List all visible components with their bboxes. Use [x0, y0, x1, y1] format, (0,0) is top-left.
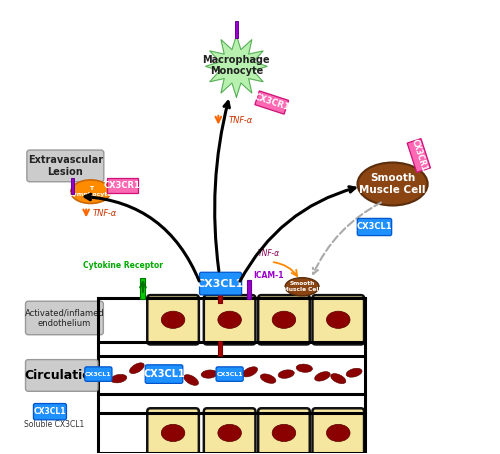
Text: Smooth
Muscle Cell: Smooth Muscle Cell	[360, 173, 426, 195]
Text: TNF-α: TNF-α	[258, 249, 280, 258]
Polygon shape	[107, 178, 138, 192]
Text: ICAM-1: ICAM-1	[254, 271, 284, 280]
FancyBboxPatch shape	[26, 360, 98, 391]
Ellipse shape	[260, 374, 276, 383]
Ellipse shape	[162, 311, 185, 328]
Text: Extravascular
Lesion: Extravascular Lesion	[28, 155, 103, 177]
Bar	[234, 20, 238, 38]
FancyBboxPatch shape	[148, 408, 199, 454]
Text: CX3CL1: CX3CL1	[197, 279, 244, 289]
Text: Circulation: Circulation	[24, 369, 100, 382]
FancyBboxPatch shape	[27, 150, 104, 182]
Polygon shape	[255, 91, 288, 114]
Text: CX3CR1: CX3CR1	[410, 138, 428, 173]
Text: CX3CL1: CX3CL1	[216, 371, 243, 377]
Text: CX3CL1: CX3CL1	[85, 371, 112, 377]
Text: Cytokine Receptor: Cytokine Receptor	[84, 261, 164, 270]
Text: CX3CL1: CX3CL1	[34, 407, 66, 416]
Bar	[247, 281, 251, 300]
FancyBboxPatch shape	[85, 367, 112, 381]
Ellipse shape	[278, 370, 294, 378]
Ellipse shape	[218, 424, 242, 442]
Ellipse shape	[218, 311, 242, 328]
Ellipse shape	[272, 424, 295, 442]
Ellipse shape	[242, 367, 258, 377]
Ellipse shape	[326, 424, 350, 442]
Ellipse shape	[285, 278, 319, 296]
Ellipse shape	[147, 372, 163, 380]
Text: CX3CL1: CX3CL1	[356, 222, 392, 232]
Text: CX3CL1: CX3CL1	[143, 369, 185, 379]
Text: Macrophage
Monocyte: Macrophage Monocyte	[202, 54, 270, 76]
Ellipse shape	[166, 366, 181, 375]
Text: TNF-α: TNF-α	[92, 209, 116, 218]
Text: Soluble CX3CL1: Soluble CX3CL1	[24, 420, 84, 429]
Ellipse shape	[222, 373, 238, 382]
Bar	[218, 285, 222, 302]
Ellipse shape	[184, 375, 198, 385]
FancyBboxPatch shape	[34, 404, 66, 420]
Ellipse shape	[330, 374, 346, 384]
Ellipse shape	[346, 368, 362, 377]
Text: T
Lymphocyte: T Lymphocyte	[70, 186, 112, 197]
Ellipse shape	[201, 370, 218, 378]
Text: CX3CR1: CX3CR1	[104, 181, 141, 190]
FancyBboxPatch shape	[312, 408, 364, 454]
FancyBboxPatch shape	[204, 295, 256, 345]
Bar	[218, 340, 222, 356]
FancyBboxPatch shape	[312, 295, 364, 345]
FancyBboxPatch shape	[216, 367, 243, 381]
Text: Activated/inflamed
endothelium: Activated/inflamed endothelium	[24, 308, 104, 328]
Text: Smooth
Muscle Cell: Smooth Muscle Cell	[283, 281, 321, 292]
FancyBboxPatch shape	[258, 295, 310, 345]
Ellipse shape	[358, 163, 428, 206]
Ellipse shape	[110, 375, 127, 383]
FancyBboxPatch shape	[200, 272, 241, 295]
Bar	[48, 404, 51, 413]
FancyBboxPatch shape	[204, 408, 256, 454]
Ellipse shape	[71, 180, 110, 203]
Ellipse shape	[130, 363, 144, 374]
FancyBboxPatch shape	[358, 218, 392, 236]
Bar	[71, 178, 74, 194]
Polygon shape	[206, 35, 267, 97]
FancyBboxPatch shape	[148, 295, 199, 345]
Text: TNF-α: TNF-α	[228, 116, 252, 125]
Ellipse shape	[296, 364, 312, 372]
Text: CX3CR1: CX3CR1	[253, 93, 290, 113]
Ellipse shape	[95, 368, 110, 377]
Ellipse shape	[314, 372, 330, 381]
FancyBboxPatch shape	[145, 365, 183, 383]
FancyBboxPatch shape	[26, 301, 104, 335]
Ellipse shape	[272, 311, 295, 328]
Bar	[140, 278, 145, 300]
Polygon shape	[407, 138, 430, 173]
Bar	[372, 221, 376, 234]
FancyBboxPatch shape	[258, 408, 310, 454]
Ellipse shape	[326, 311, 350, 328]
Ellipse shape	[162, 424, 185, 442]
